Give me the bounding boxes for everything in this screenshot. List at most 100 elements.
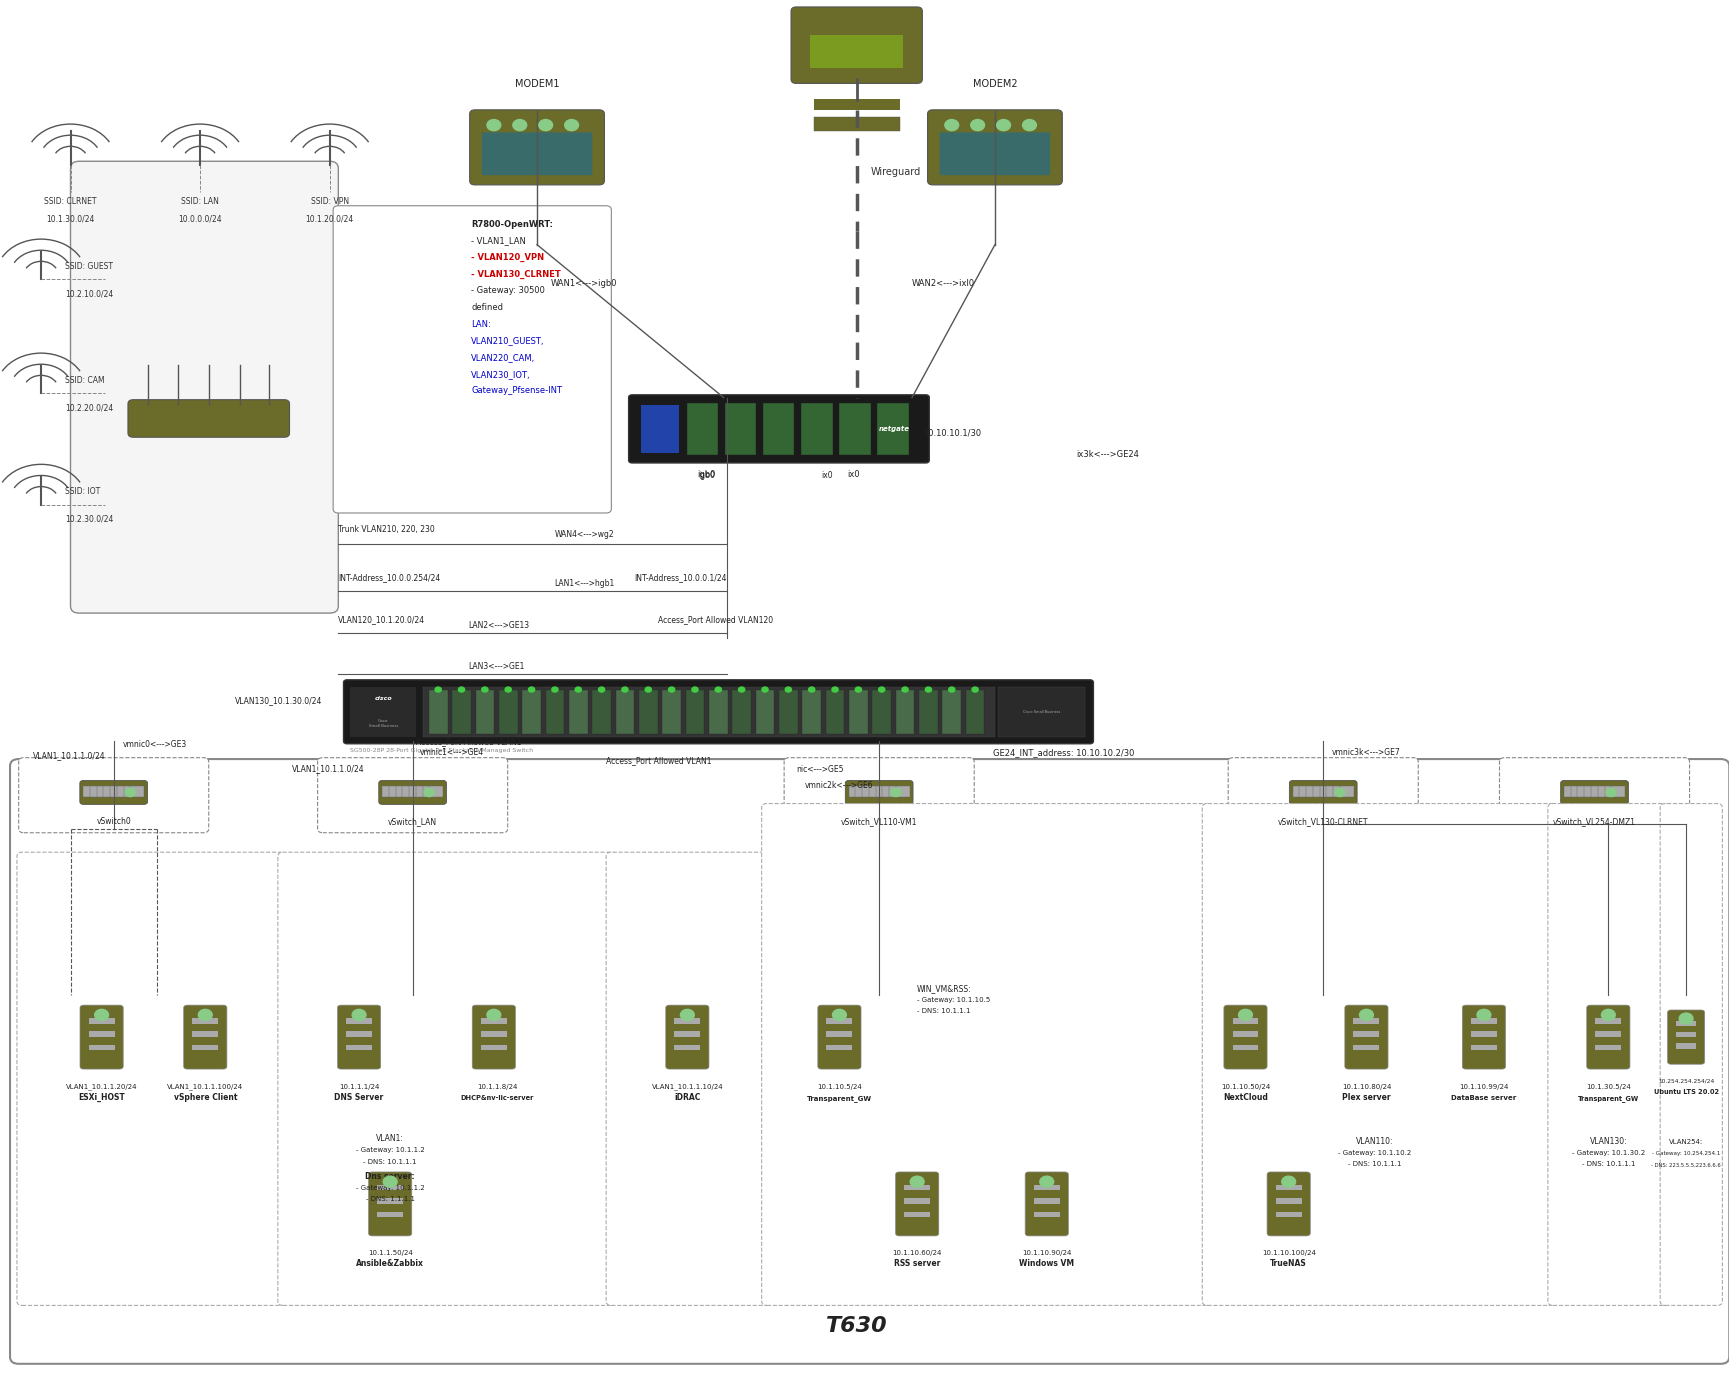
Text: WAN2<--->ixl0: WAN2<--->ixl0 xyxy=(913,280,975,288)
Text: 10.1.10.80/24: 10.1.10.80/24 xyxy=(1342,1084,1391,1089)
Text: vSphere Client: vSphere Client xyxy=(173,1092,237,1102)
Bar xyxy=(826,1045,852,1050)
Bar xyxy=(1334,786,1347,797)
Text: VLAN1:: VLAN1: xyxy=(376,1134,404,1144)
Bar xyxy=(88,1045,114,1050)
Bar xyxy=(674,1018,700,1024)
Text: - Gateway: 10.1.10.2: - Gateway: 10.1.10.2 xyxy=(1339,1151,1412,1156)
Circle shape xyxy=(738,687,745,692)
Circle shape xyxy=(528,687,535,692)
Text: DNS Server: DNS Server xyxy=(334,1092,385,1102)
FancyBboxPatch shape xyxy=(80,1006,123,1068)
Bar xyxy=(1595,1045,1621,1050)
Circle shape xyxy=(459,687,464,692)
Bar xyxy=(856,786,869,797)
Bar xyxy=(802,690,821,734)
Bar xyxy=(826,1018,852,1024)
Bar xyxy=(346,1018,372,1024)
FancyBboxPatch shape xyxy=(940,132,1050,176)
Text: Access_Port Allowed VLAN1: Access_Port Allowed VLAN1 xyxy=(606,756,712,765)
Text: - VLAN120_VPN: - VLAN120_VPN xyxy=(471,254,544,262)
Text: 10.2.30.0/24: 10.2.30.0/24 xyxy=(66,514,114,524)
Bar xyxy=(802,403,833,454)
Circle shape xyxy=(902,687,908,692)
FancyBboxPatch shape xyxy=(128,400,289,437)
Bar xyxy=(674,1045,700,1050)
FancyBboxPatch shape xyxy=(277,853,617,1305)
FancyBboxPatch shape xyxy=(469,110,604,185)
Bar xyxy=(481,1031,507,1036)
Text: vmnic2k<--->GE6: vmnic2k<--->GE6 xyxy=(805,781,873,790)
FancyBboxPatch shape xyxy=(629,394,930,462)
Bar xyxy=(895,786,909,797)
Text: MODEM2: MODEM2 xyxy=(973,79,1017,89)
Bar xyxy=(1276,1198,1302,1204)
Bar xyxy=(1233,1031,1259,1036)
Circle shape xyxy=(487,120,501,131)
Text: VLAN130:: VLAN130: xyxy=(1590,1137,1626,1146)
Bar xyxy=(1592,786,1606,797)
FancyBboxPatch shape xyxy=(1228,758,1419,833)
Text: 10.1.30.5/24: 10.1.30.5/24 xyxy=(1587,1084,1632,1089)
Bar xyxy=(904,1198,930,1204)
Text: netgate: netgate xyxy=(880,426,911,432)
Text: VLAN130_10.1.30.0/24: VLAN130_10.1.30.0/24 xyxy=(234,696,322,705)
Text: Gateway_Pfsense-INT: Gateway_Pfsense-INT xyxy=(471,386,563,396)
Bar xyxy=(1470,1018,1496,1024)
Bar xyxy=(849,690,868,734)
Circle shape xyxy=(1022,120,1036,131)
Bar xyxy=(430,690,447,734)
FancyBboxPatch shape xyxy=(665,1006,708,1068)
Circle shape xyxy=(481,687,488,692)
Bar xyxy=(849,786,863,797)
Text: LAN2<--->GE13: LAN2<--->GE13 xyxy=(468,621,528,630)
Bar xyxy=(423,687,994,737)
Text: ix3k<--->GE24: ix3k<--->GE24 xyxy=(1076,450,1138,460)
FancyBboxPatch shape xyxy=(1548,804,1671,1305)
Bar xyxy=(90,786,104,797)
Bar xyxy=(378,1185,404,1191)
FancyBboxPatch shape xyxy=(845,780,913,804)
Bar xyxy=(1276,1212,1302,1217)
Text: SSID: IOT: SSID: IOT xyxy=(66,488,100,496)
Bar xyxy=(904,1185,930,1191)
Text: vSwitch0: vSwitch0 xyxy=(97,818,132,826)
Text: - DNS: 10.1.1.1: - DNS: 10.1.1.1 xyxy=(918,1009,970,1014)
Text: R7800-OpenWRT:: R7800-OpenWRT: xyxy=(471,220,554,228)
Bar xyxy=(863,786,876,797)
Bar xyxy=(568,690,587,734)
Bar xyxy=(402,786,416,797)
Text: vSwitch_VL254-DMZ1: vSwitch_VL254-DMZ1 xyxy=(1554,818,1637,826)
Text: VLAN254:: VLAN254: xyxy=(1670,1139,1703,1145)
Bar xyxy=(1313,786,1327,797)
FancyBboxPatch shape xyxy=(338,1006,381,1068)
Text: Ubuntu LTS 20.02: Ubuntu LTS 20.02 xyxy=(1654,1089,1718,1095)
FancyBboxPatch shape xyxy=(1225,1006,1268,1068)
Circle shape xyxy=(1335,788,1346,797)
Text: igb0: igb0 xyxy=(698,469,715,479)
Text: 10.10.10.1/30: 10.10.10.1/30 xyxy=(923,428,980,437)
Text: WAN1<--->igb0: WAN1<--->igb0 xyxy=(551,280,617,288)
Bar xyxy=(686,690,705,734)
Circle shape xyxy=(691,687,698,692)
Text: RSS server: RSS server xyxy=(894,1259,940,1269)
Text: nic<--->GE5: nic<--->GE5 xyxy=(797,765,843,773)
Text: 10.1.10.60/24: 10.1.10.60/24 xyxy=(892,1251,942,1256)
Bar xyxy=(423,786,436,797)
Bar xyxy=(826,690,845,734)
Circle shape xyxy=(996,120,1010,131)
FancyBboxPatch shape xyxy=(895,1172,939,1236)
Circle shape xyxy=(1477,1010,1491,1021)
FancyBboxPatch shape xyxy=(1561,780,1628,804)
FancyBboxPatch shape xyxy=(1268,1172,1311,1236)
Circle shape xyxy=(599,687,604,692)
Circle shape xyxy=(878,687,885,692)
Text: - Gateway: 10.1.10.5: - Gateway: 10.1.10.5 xyxy=(918,997,991,1003)
Text: Access_Port Allowed VLAN1: Access_Port Allowed VLAN1 xyxy=(416,737,521,745)
Bar xyxy=(1571,786,1585,797)
Text: Plex server: Plex server xyxy=(1342,1092,1391,1102)
Circle shape xyxy=(125,788,135,797)
FancyBboxPatch shape xyxy=(1025,1172,1069,1236)
Bar xyxy=(708,690,727,734)
Text: 10.1.10.90/24: 10.1.10.90/24 xyxy=(1022,1251,1072,1256)
